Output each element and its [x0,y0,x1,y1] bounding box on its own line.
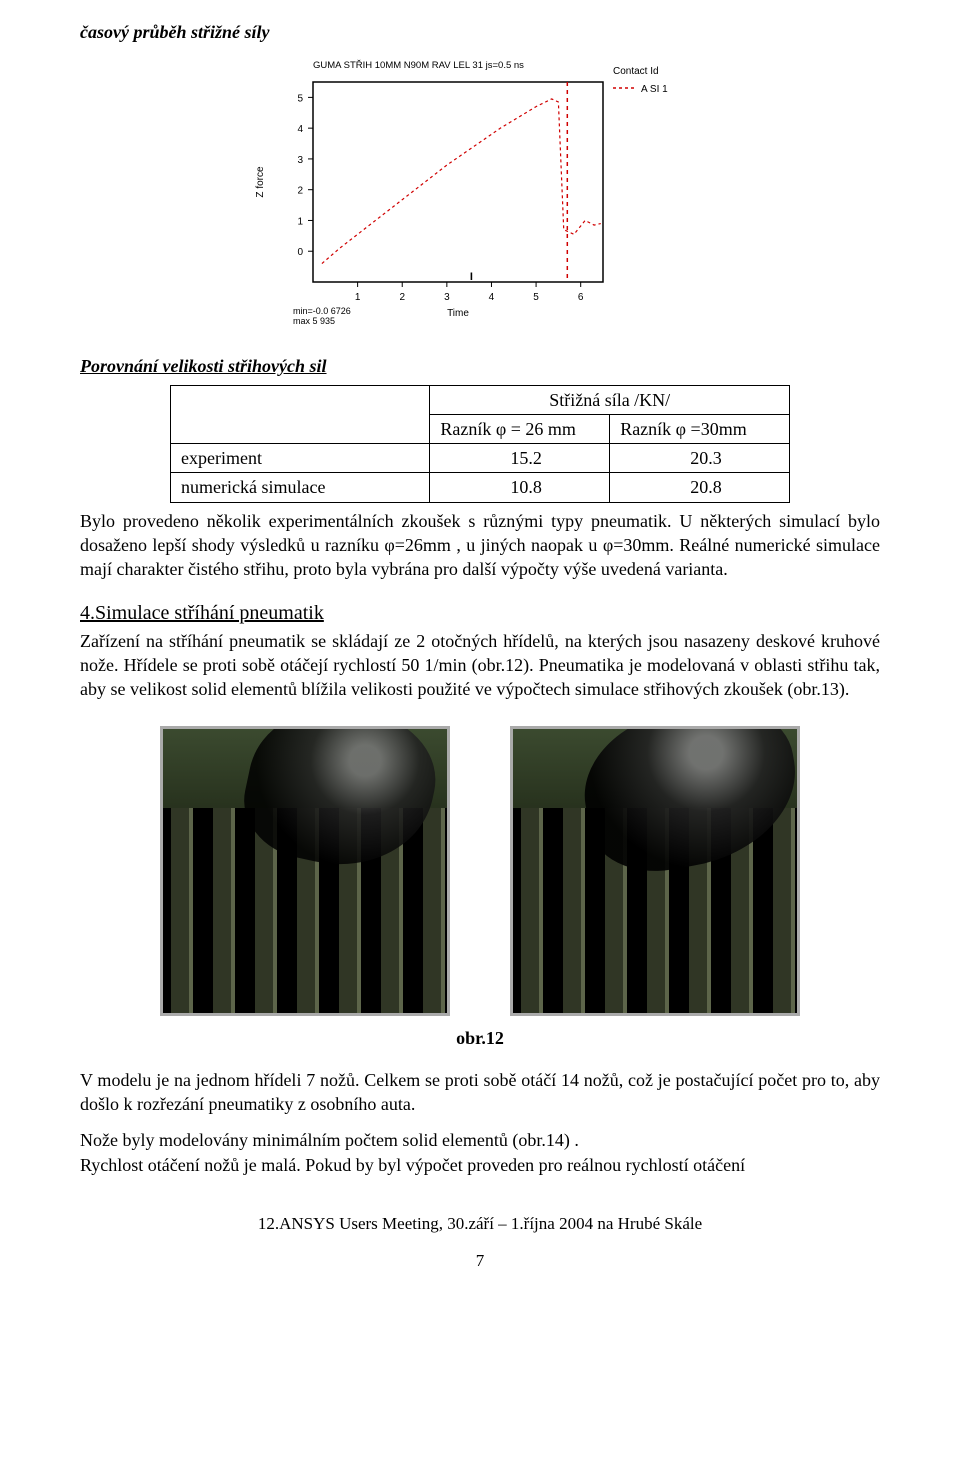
svg-text:min=-0.0 6726: min=-0.0 6726 [293,306,351,316]
table-row-label: numerická simulace [171,473,430,502]
page-number: 7 [80,1250,880,1273]
page-footer: 12.ANSYS Users Meeting, 30.září – 1.říjn… [80,1213,880,1236]
svg-text:Contact Id: Contact Id [613,66,659,77]
svg-text:3: 3 [297,155,303,166]
svg-text:0: 0 [297,248,303,259]
paragraph-model-knives: V modelu je na jednom hřídeli 7 nožů. Ce… [80,1068,880,1117]
svg-text:5: 5 [297,94,303,105]
table-cell: 10.8 [430,473,610,502]
paragraph-after-table: Bylo provedeno několik experimentálních … [80,509,880,582]
table-col-header-1: Razník φ = 26 mm [430,414,610,443]
svg-text:2: 2 [297,186,303,197]
table-spanner: Střižná síla /KN/ [430,385,790,414]
table-row: experiment 15.2 20.3 [171,444,790,473]
svg-text:2: 2 [399,292,405,303]
paragraph-knives-elements: Nože byly modelovány minimálním počtem s… [80,1128,880,1152]
svg-text:I: I [470,271,473,283]
svg-text:4: 4 [297,124,303,135]
section-title-comparison: Porovnání velikosti střihových sil [80,354,880,378]
comparison-table: Střižná síla /KN/ Razník φ = 26 mm Razní… [170,385,790,503]
svg-text:4: 4 [489,292,495,303]
table-row: numerická simulace 10.8 20.8 [171,473,790,502]
svg-text:max 5 935: max 5 935 [293,316,335,324]
svg-text:1: 1 [355,292,361,303]
table-empty-cell [171,385,430,414]
section-4-title: 4.Simulace stříhání pneumatik [80,600,880,627]
table-col-header-2: Razník φ =30mm [610,414,790,443]
table-cell: 20.8 [610,473,790,502]
svg-text:5: 5 [533,292,539,303]
force-time-chart: GUMA STŘIH 10MM N90M RAV LEL 31 js=0.5 n… [80,54,880,324]
svg-text:Z force: Z force [255,166,266,198]
table-cell: 20.3 [610,444,790,473]
svg-text:Time: Time [447,308,469,319]
section-title-time-course: časový průběh střižné síly [80,20,880,44]
section-4-body: Zařízení na stříhání pneumatik se skláda… [80,629,880,702]
shredder-photo-left [160,726,450,1016]
shredder-photo-right [510,726,800,1016]
figure-caption-12: obr.12 [80,1026,880,1050]
table-empty-cell [171,414,430,443]
svg-text:3: 3 [444,292,450,303]
table-row-label: experiment [171,444,430,473]
svg-text:A SI 1: A SI 1 [641,84,668,95]
svg-text:GUMA STŘIH 10MM N90M RAV LEL: GUMA STŘIH 10MM N90M RAV LEL 31 js=0.5 n… [313,60,524,71]
shredder-photo-row [80,726,880,1016]
table-cell: 15.2 [430,444,610,473]
svg-text:1: 1 [297,217,303,228]
paragraph-rotation-speed: Rychlost otáčení nožů je malá. Pokud by … [80,1153,880,1177]
svg-text:6: 6 [578,292,584,303]
